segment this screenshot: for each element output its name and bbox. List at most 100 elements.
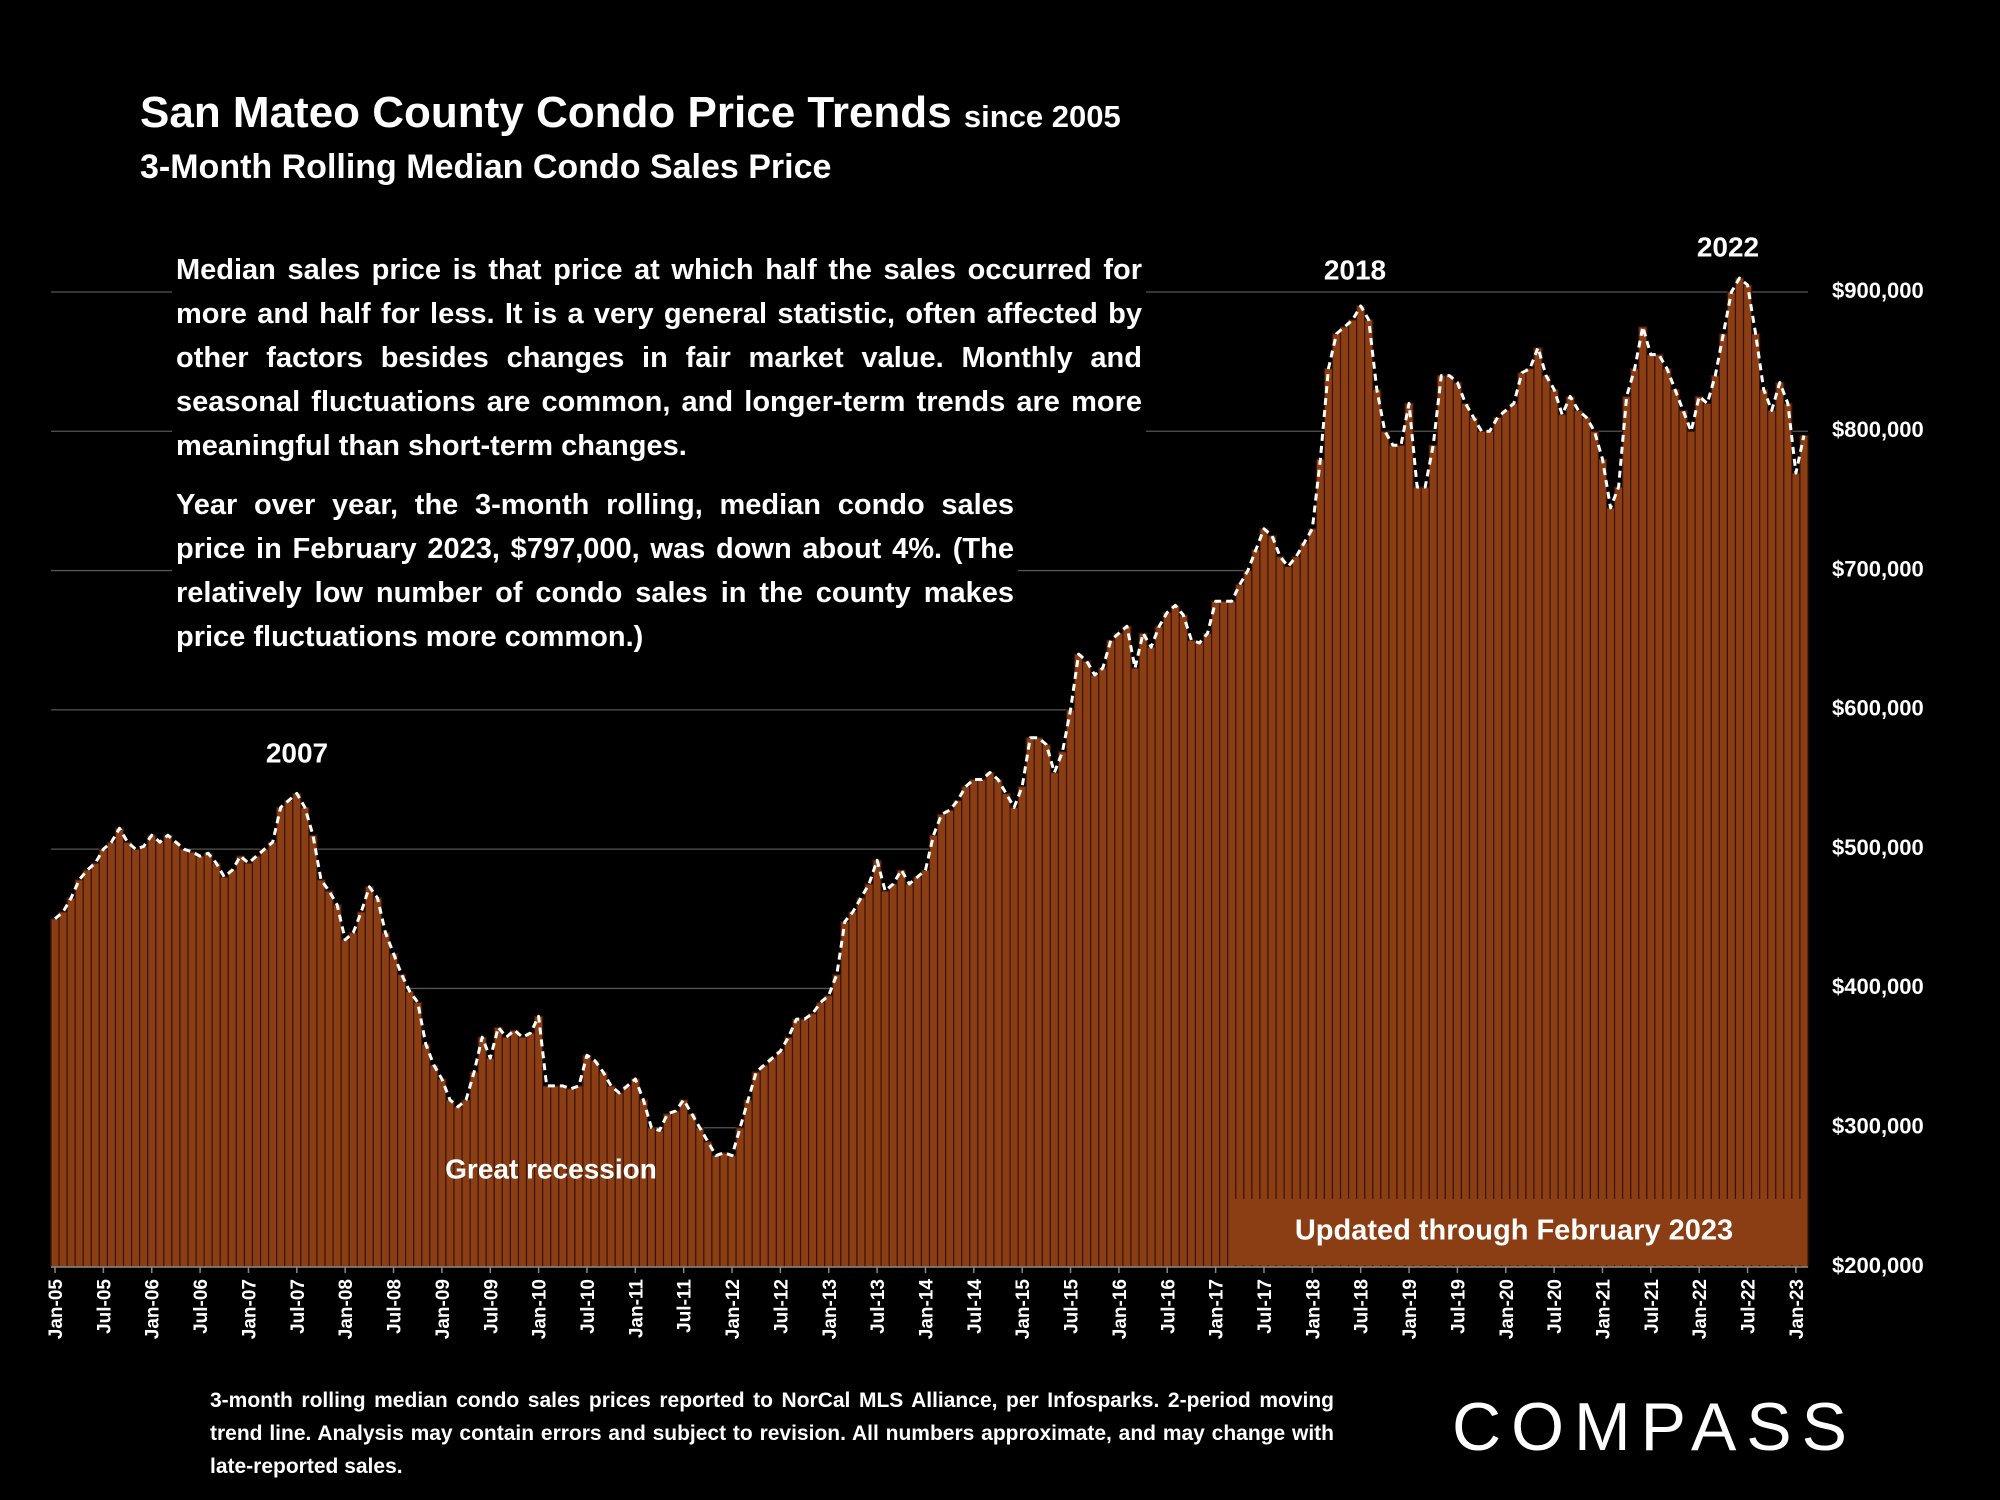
- note: Year over year, the 3-month rolling, med…: [172, 483, 1018, 659]
- bar: [1742, 284, 1753, 1268]
- bar: [1146, 646, 1156, 1268]
- bar: [1436, 374, 1446, 1268]
- bar: [1412, 486, 1422, 1268]
- bar: [1622, 395, 1632, 1268]
- bar: [1646, 354, 1656, 1268]
- x-tick-label: Jan-18: [1303, 1279, 1324, 1339]
- bar: [332, 904, 342, 1268]
- bar: [1227, 600, 1237, 1268]
- bar: [1452, 381, 1463, 1268]
- bar: [388, 953, 399, 1268]
- bar: [1638, 326, 1648, 1268]
- bar: [1364, 319, 1374, 1268]
- bar: [364, 886, 374, 1268]
- x-tick-label: Jul-20: [1545, 1279, 1566, 1334]
- bar: [654, 1129, 665, 1268]
- bar: [356, 911, 366, 1268]
- bar: [1348, 319, 1358, 1268]
- bar: [533, 1015, 544, 1268]
- bar: [340, 939, 350, 1268]
- bar: [1170, 604, 1180, 1268]
- bar: [405, 990, 415, 1268]
- bar: [259, 848, 270, 1268]
- footnote: 3-month rolling median condo sales price…: [210, 1389, 1334, 1478]
- x-tick-label: Jul-19: [1448, 1279, 1469, 1334]
- x-tick-label: Jul-13: [868, 1279, 889, 1334]
- bar: [872, 859, 882, 1268]
- x-tick-label: Jan-15: [1013, 1279, 1034, 1340]
- bar: [1485, 430, 1495, 1268]
- bar: [1678, 409, 1688, 1268]
- bar: [50, 918, 60, 1268]
- bar: [227, 869, 237, 1268]
- bar: [429, 1064, 439, 1268]
- bar: [276, 806, 286, 1268]
- bar: [98, 848, 109, 1268]
- bar: [1799, 434, 1809, 1268]
- chart-title: San Mateo County Condo Price Trends: [140, 88, 952, 137]
- bar: [1275, 556, 1285, 1268]
- bar: [880, 890, 890, 1268]
- bar: [743, 1099, 753, 1268]
- bar: [670, 1110, 681, 1268]
- x-tick-label: Jan-08: [336, 1279, 357, 1339]
- bar: [1235, 583, 1245, 1268]
- bar: [501, 1036, 511, 1268]
- bar: [396, 973, 407, 1268]
- x-tick-label: Jan-07: [239, 1279, 260, 1339]
- bar: [1001, 792, 1011, 1268]
- bar: [1049, 771, 1060, 1268]
- y-tick-label: $900,000: [1832, 278, 1924, 303]
- x-tick-label: Jan-17: [1207, 1279, 1228, 1339]
- bar: [727, 1154, 737, 1268]
- x-tick-label: Jan-06: [143, 1279, 164, 1339]
- bar: [993, 778, 1003, 1268]
- x-tick-label: Jan-16: [1110, 1279, 1131, 1339]
- bar: [74, 879, 84, 1268]
- bar: [1605, 507, 1616, 1268]
- bar: [985, 771, 995, 1268]
- x-tick-label: Jul-22: [1739, 1279, 1760, 1334]
- event-annotation: Great recession: [445, 1153, 657, 1184]
- bar: [1630, 368, 1640, 1268]
- bar: [1154, 625, 1164, 1268]
- x-tick-label: Jan-14: [916, 1279, 937, 1340]
- bar: [1130, 667, 1140, 1268]
- bar: [1041, 744, 1051, 1268]
- bar: [1476, 430, 1487, 1268]
- bar: [1331, 333, 1342, 1268]
- bar: [1420, 486, 1430, 1268]
- bar: [679, 1099, 689, 1268]
- bar: [1065, 709, 1076, 1268]
- x-tick-label: Jan-05: [46, 1279, 67, 1340]
- x-tick-label: Jul-21: [1642, 1279, 1663, 1334]
- bar: [1654, 354, 1664, 1268]
- bar: [1694, 395, 1704, 1268]
- bar: [1589, 430, 1600, 1268]
- bar: [1573, 409, 1583, 1268]
- bar: [864, 883, 874, 1268]
- bar: [1210, 600, 1221, 1268]
- bar: [1283, 565, 1293, 1268]
- bar: [147, 834, 157, 1268]
- bar: [662, 1113, 673, 1268]
- chart-subtitle: 3-Month Rolling Median Condo Sales Price: [140, 148, 832, 186]
- bar: [1662, 368, 1672, 1268]
- bar: [1307, 528, 1317, 1268]
- bar: [945, 809, 955, 1268]
- y-tick-label: $200,000: [1832, 1253, 1924, 1278]
- bar: [1783, 402, 1793, 1268]
- bar: [1404, 402, 1414, 1268]
- bar: [1396, 444, 1406, 1268]
- bar: [808, 1012, 818, 1268]
- y-tick-label: $500,000: [1832, 835, 1924, 860]
- bar: [1291, 556, 1301, 1268]
- bar: [1017, 785, 1027, 1268]
- bar: [1098, 667, 1108, 1268]
- bar: [751, 1071, 761, 1268]
- bar: [840, 920, 850, 1268]
- bar: [703, 1141, 713, 1268]
- bar: [90, 862, 100, 1268]
- bar: [1759, 388, 1769, 1268]
- bar: [711, 1154, 721, 1268]
